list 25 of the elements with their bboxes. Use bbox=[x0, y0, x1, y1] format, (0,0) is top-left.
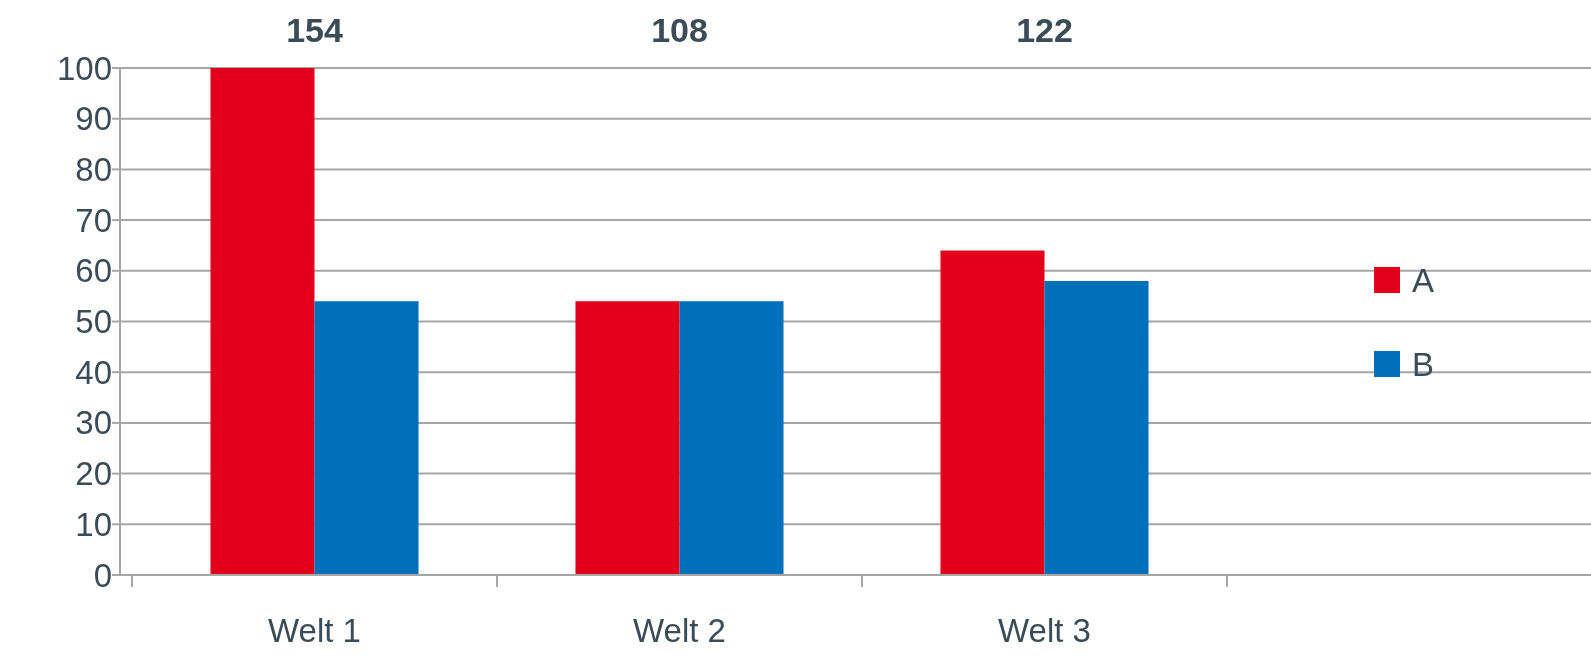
x-tick-label: Welt 3 bbox=[998, 612, 1091, 649]
x-tick-label: Welt 1 bbox=[268, 612, 361, 649]
y-tick-label: 80 bbox=[75, 150, 112, 188]
text: 108 bbox=[651, 11, 708, 49]
bar bbox=[314, 301, 419, 575]
text: 154 bbox=[286, 11, 343, 49]
y-tick-label: 10 bbox=[75, 505, 112, 543]
bar bbox=[1044, 280, 1149, 575]
text: 122 bbox=[1016, 11, 1073, 49]
bar bbox=[575, 301, 680, 575]
bar bbox=[679, 301, 784, 575]
y-tick-label: 0 bbox=[93, 556, 112, 594]
legend-label: B bbox=[1412, 345, 1435, 383]
y-tick-label: 90 bbox=[75, 100, 112, 138]
x-tick-label: Welt 2 bbox=[633, 612, 726, 649]
legend-label: A bbox=[1412, 261, 1435, 299]
y-tick-label: 70 bbox=[75, 201, 112, 239]
y-tick-label: 20 bbox=[75, 455, 112, 493]
y-tick-label: 30 bbox=[75, 404, 112, 442]
y-tick-label: 60 bbox=[75, 252, 112, 290]
y-tick-label: 100 bbox=[56, 49, 112, 87]
bar bbox=[940, 250, 1045, 575]
y-tick-label: 40 bbox=[75, 353, 112, 391]
bar bbox=[210, 68, 315, 575]
y-tick-label: 50 bbox=[75, 303, 112, 341]
